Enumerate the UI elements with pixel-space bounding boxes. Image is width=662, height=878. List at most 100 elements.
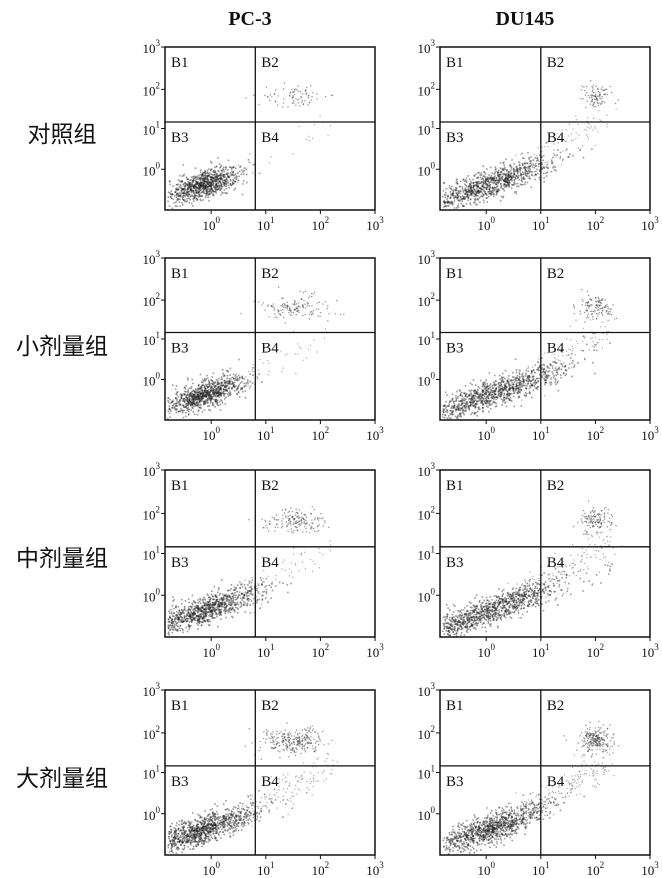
- event-dot: [218, 587, 220, 589]
- event-dot: [221, 402, 224, 404]
- event-dot: [495, 396, 498, 398]
- event-dot: [280, 350, 282, 352]
- event-dot: [193, 197, 196, 199]
- event-dot: [179, 403, 182, 406]
- event-dot: [198, 388, 201, 390]
- event-dot: [604, 93, 606, 96]
- event-dot: [478, 197, 481, 199]
- event-dot: [176, 629, 178, 631]
- event-dot: [198, 622, 201, 624]
- event-dot: [188, 399, 191, 402]
- event-dot: [213, 383, 215, 386]
- event-dot: [521, 385, 524, 388]
- event-dot: [185, 399, 187, 402]
- event-dot: [284, 303, 286, 305]
- event-dot: [296, 88, 298, 91]
- event-dot: [502, 376, 505, 379]
- event-dot: [249, 598, 251, 601]
- event-dot: [187, 194, 190, 196]
- event-dot: [221, 384, 224, 387]
- event-dot: [202, 393, 205, 395]
- event-dot: [196, 404, 198, 407]
- event-dot: [213, 174, 216, 176]
- event-dot: [456, 194, 459, 196]
- event-dot: [203, 617, 206, 620]
- event-dot: [462, 179, 465, 181]
- event-dot: [205, 192, 208, 194]
- event-dot: [199, 195, 201, 197]
- event-dot: [602, 100, 604, 103]
- event-dot: [291, 314, 293, 317]
- event-dot: [198, 188, 201, 190]
- event-dot: [269, 94, 271, 96]
- event-dot: [496, 181, 498, 184]
- event-dot: [180, 395, 182, 397]
- event-dot: [197, 181, 199, 184]
- event-dot: [212, 174, 215, 176]
- event-dot: [196, 182, 198, 185]
- event-dot: [204, 184, 207, 187]
- event-dot: [194, 187, 196, 189]
- event-dot: [179, 198, 181, 201]
- event-dot: [450, 406, 453, 409]
- event-dot: [517, 177, 519, 179]
- event-dot: [505, 179, 507, 182]
- event-dot: [193, 200, 195, 202]
- event-dot: [307, 297, 310, 299]
- event-dot: [491, 191, 493, 194]
- event-dot: [182, 192, 184, 194]
- event-dot: [537, 361, 539, 363]
- event-dot: [553, 143, 555, 145]
- event-dot: [187, 193, 190, 195]
- event-dot: [213, 392, 215, 395]
- event-dot: [524, 171, 527, 174]
- event-dot: [516, 382, 519, 384]
- event-dot: [302, 359, 304, 361]
- event-dot: [445, 406, 447, 409]
- event-dot: [183, 192, 185, 194]
- event-dot: [211, 177, 213, 179]
- event-dot: [216, 403, 219, 406]
- event-dot: [237, 386, 239, 388]
- event-dot: [193, 186, 195, 188]
- event-dot: [190, 394, 192, 397]
- event-dot: [184, 188, 186, 190]
- event-dot: [565, 140, 567, 142]
- event-dot: [316, 93, 318, 95]
- event-dot: [221, 382, 223, 384]
- event-dot: [208, 379, 210, 382]
- event-dot: [210, 176, 212, 178]
- event-dot: [209, 185, 211, 187]
- event-dot: [192, 190, 195, 193]
- event-dot: [582, 300, 584, 302]
- tick-exponent: 3: [156, 38, 161, 48]
- event-dot: [489, 392, 492, 394]
- event-dot: [200, 179, 202, 181]
- event-dot: [460, 196, 462, 199]
- event-dot: [463, 399, 466, 402]
- event-dot: [451, 411, 453, 413]
- event-dot: [211, 404, 214, 406]
- event-dot: [482, 410, 484, 413]
- event-dot: [226, 596, 228, 598]
- event-dot: [546, 166, 549, 169]
- event-dot: [221, 606, 223, 608]
- event-dot: [208, 603, 210, 606]
- event-dot: [182, 199, 185, 201]
- event-dot: [220, 183, 223, 186]
- event-dot: [491, 181, 494, 184]
- event-dot: [225, 166, 227, 169]
- event-dot: [546, 163, 549, 166]
- event-dot: [176, 629, 178, 632]
- event-dot: [194, 399, 197, 401]
- event-dot: [568, 348, 570, 350]
- event-dot: [602, 298, 604, 300]
- event-dot: [492, 381, 495, 384]
- event-dot: [185, 394, 187, 397]
- event-dot: [170, 620, 173, 622]
- event-dot: [474, 389, 476, 391]
- event-dot: [175, 397, 177, 399]
- event-dot: [215, 185, 218, 187]
- event-dot: [207, 385, 210, 388]
- event-dot: [209, 188, 212, 190]
